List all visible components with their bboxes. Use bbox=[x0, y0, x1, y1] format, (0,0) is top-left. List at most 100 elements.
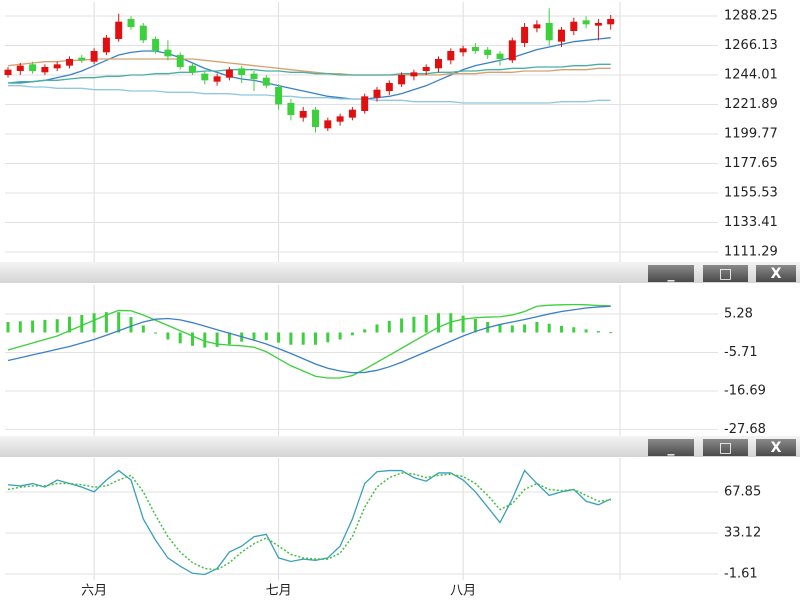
candle-body bbox=[115, 21, 123, 39]
candle-body bbox=[545, 23, 553, 41]
histogram-bar bbox=[424, 314, 428, 333]
window-button[interactable]: _ bbox=[648, 265, 694, 282]
y-tick-label: 5.28 bbox=[724, 306, 753, 321]
candle-body bbox=[41, 67, 49, 73]
candle-body bbox=[521, 27, 529, 43]
histogram-bar bbox=[350, 332, 354, 336]
histogram-bar bbox=[18, 321, 22, 333]
candle-body bbox=[213, 76, 221, 82]
button-face bbox=[703, 265, 748, 282]
histogram-bar bbox=[264, 332, 268, 341]
histogram-bar bbox=[449, 313, 453, 333]
y-tick-label: 1221.89 bbox=[724, 97, 778, 112]
candle-body bbox=[570, 21, 578, 31]
histogram-bar bbox=[301, 332, 305, 345]
histogram-bar bbox=[166, 332, 170, 340]
candle-body bbox=[582, 20, 590, 25]
histogram-bar bbox=[154, 332, 158, 334]
candle-body bbox=[16, 65, 24, 71]
candle-body bbox=[66, 59, 73, 66]
histogram-bar bbox=[314, 332, 317, 345]
indicator-line bbox=[7, 472, 611, 571]
candle-body bbox=[201, 73, 209, 81]
histogram-bar bbox=[68, 316, 71, 333]
candle-body bbox=[250, 73, 258, 79]
candle-body bbox=[336, 116, 344, 122]
window-button[interactable]: □ bbox=[703, 265, 748, 282]
histogram-bar bbox=[31, 320, 35, 333]
candle-body bbox=[139, 25, 147, 41]
histogram-bar bbox=[252, 332, 256, 340]
candle-body bbox=[78, 57, 86, 61]
indicator-line bbox=[8, 85, 611, 104]
candle-body bbox=[496, 53, 504, 59]
candle-body bbox=[385, 83, 393, 91]
panel-toolbar bbox=[0, 436, 800, 457]
candle-body bbox=[262, 77, 270, 86]
button-face bbox=[648, 439, 694, 456]
histogram-bar bbox=[473, 318, 477, 333]
indicator-line bbox=[7, 58, 611, 76]
y-tick-label: 1288.25 bbox=[724, 9, 778, 24]
histogram-bar bbox=[547, 323, 551, 333]
y-tick-label: 67.85 bbox=[724, 485, 761, 500]
window-button[interactable]: X bbox=[756, 439, 796, 456]
histogram-bar bbox=[203, 332, 207, 348]
candle-body bbox=[422, 67, 430, 71]
button-face bbox=[703, 439, 748, 456]
histogram-bar bbox=[412, 316, 416, 333]
window-button[interactable]: X bbox=[756, 265, 796, 282]
histogram-bar bbox=[596, 331, 600, 333]
button-label: □ bbox=[719, 440, 732, 456]
candle-body bbox=[348, 109, 356, 118]
candle-body bbox=[164, 49, 172, 57]
window-button[interactable]: □ bbox=[703, 439, 748, 456]
histogram-bar bbox=[609, 332, 613, 334]
candle-body bbox=[176, 55, 184, 67]
indicator-line bbox=[7, 469, 611, 576]
candle-body bbox=[4, 69, 12, 75]
candle-body bbox=[373, 89, 381, 98]
candle-body bbox=[558, 29, 565, 42]
button-label: _ bbox=[668, 440, 675, 456]
button-face bbox=[756, 439, 796, 456]
window-button[interactable]: _ bbox=[648, 439, 694, 456]
button-label: X bbox=[771, 440, 782, 456]
histogram-bar bbox=[523, 324, 527, 333]
panel-toolbar bbox=[0, 262, 800, 283]
histogram-bar bbox=[141, 325, 145, 333]
candle-body bbox=[607, 19, 615, 25]
candle-body bbox=[275, 87, 283, 105]
y-tick-label: 1133.41 bbox=[724, 215, 778, 230]
histogram-bar bbox=[326, 332, 330, 343]
candle-body bbox=[238, 68, 246, 75]
histogram-bar bbox=[461, 315, 465, 333]
histogram-bar bbox=[584, 329, 588, 333]
candle-body bbox=[508, 40, 516, 61]
button-label: □ bbox=[719, 266, 732, 282]
y-tick-label: 1111.29 bbox=[724, 244, 778, 259]
candle-body bbox=[90, 51, 98, 62]
candle-body bbox=[594, 23, 602, 26]
y-tick-label: 1244.01 bbox=[724, 67, 778, 82]
histogram-bar bbox=[191, 332, 194, 346]
histogram-bar bbox=[400, 318, 404, 333]
histogram-bar bbox=[129, 317, 133, 333]
y-tick-label: -16.69 bbox=[724, 383, 766, 398]
y-tick-label: 33.12 bbox=[724, 526, 761, 541]
histogram-bar bbox=[338, 332, 342, 340]
button-face bbox=[648, 265, 694, 282]
y-tick-label: -27.68 bbox=[724, 422, 766, 437]
indicator-line bbox=[7, 63, 611, 84]
candle-body bbox=[152, 39, 160, 51]
candle-body bbox=[127, 19, 135, 27]
y-tick-label: 1177.65 bbox=[724, 156, 778, 171]
histogram-bar bbox=[277, 332, 281, 343]
histogram-bar bbox=[215, 332, 219, 347]
candle-body bbox=[471, 47, 479, 51]
indicator-line bbox=[7, 305, 611, 374]
histogram-bar bbox=[289, 332, 293, 345]
candle-body bbox=[53, 64, 61, 69]
histogram-bar bbox=[375, 324, 379, 333]
candle-body bbox=[459, 48, 467, 53]
